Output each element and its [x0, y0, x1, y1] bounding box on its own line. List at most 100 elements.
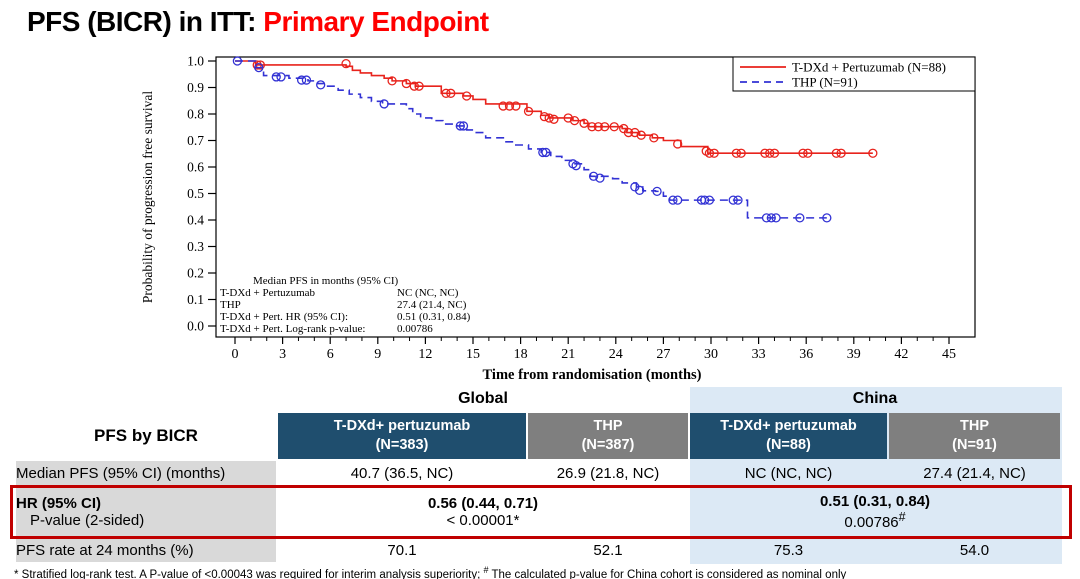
censor-mark [836, 148, 846, 158]
group-header-global: Global [458, 390, 508, 407]
censor-mark [673, 195, 683, 205]
svg-text:1.0: 1.0 [187, 54, 204, 69]
censor-mark [769, 148, 780, 158]
median-china-thp: 27.4 (21.4, NC) [923, 465, 1026, 482]
svg-text:39: 39 [847, 347, 861, 362]
svg-text:3: 3 [279, 347, 286, 362]
censor-mark [462, 91, 472, 101]
censor-mark [414, 81, 424, 91]
censor-mark [609, 122, 619, 132]
censor-mark [593, 122, 603, 132]
svg-text:0.4: 0.4 [187, 213, 204, 228]
censor-mark [803, 148, 813, 158]
km-chart: 0.0 0.1 0.2 0.3 0.4 0.5 0.6 0.7 0.8 0.9 1.0 Probabi… [140, 54, 976, 383]
page-title: PFS (BICR) in ITT: Primary Endpoint [27, 6, 489, 38]
censor-mark [569, 115, 580, 126]
censor-mark [700, 195, 710, 205]
censor-mark [704, 195, 715, 205]
svg-text:0.00786: 0.00786 [397, 323, 433, 335]
km-chart-area: 0.0 0.1 0.2 0.3 0.4 0.5 0.6 0.7 0.8 0.9 1.0 Probabi… [130, 44, 990, 386]
svg-text:T-DXd + Pert. Log-rank p-value: T-DXd + Pert. Log-rank p-value: [220, 323, 365, 335]
rate-global-tdxd: 70.1 [387, 541, 417, 559]
censor-mark [523, 106, 534, 116]
censor-mark [634, 185, 645, 195]
censor-mark [446, 88, 456, 98]
svg-text:0.6: 0.6 [187, 160, 204, 175]
censor-mark [549, 114, 559, 124]
censor-mark [563, 113, 573, 123]
hr-china: 0.51 (0.31, 0.84) 0.00786# [690, 488, 1060, 536]
hr-global: 0.56 (0.44, 0.71) < 0.00001* [278, 488, 688, 536]
row-hr-label: HR (95% CI) P-value (2-sided) [16, 488, 276, 536]
censor-mark [652, 186, 662, 197]
y-axis: 0.0 0.1 0.2 0.3 0.4 0.5 0.6 0.7 0.8 0.9 1.0 Probabi… [140, 54, 216, 334]
censor-mark [600, 122, 610, 132]
censor-mark [379, 99, 389, 109]
censor-mark [538, 147, 548, 158]
corner-empty-cell [16, 387, 276, 411]
censor-mark [736, 148, 746, 158]
censor-mark [766, 213, 776, 223]
censor-mark [636, 130, 646, 140]
censor-mark [579, 118, 589, 128]
rate-china-thp: 54.0 [959, 541, 990, 559]
svg-text:Median PFS in months (95% CI): Median PFS in months (95% CI) [253, 275, 398, 287]
censor-mark [504, 101, 515, 111]
svg-text:0.7: 0.7 [187, 133, 204, 148]
svg-text:0.8: 0.8 [187, 107, 204, 122]
censor-mark [761, 213, 772, 223]
median-china-tdxd: NC (NC, NC) [744, 465, 833, 482]
censor-mark [822, 213, 832, 223]
svg-text:T-DXd + Pertuzumab: T-DXd + Pertuzumab [220, 287, 316, 299]
censor-mark [254, 62, 264, 73]
svg-text:36: 36 [799, 347, 813, 362]
censor-mark [458, 121, 469, 131]
hr-global-value: 0.56 (0.44, 0.71) [427, 495, 539, 512]
median-global-tdxd: 40.7 (36.5, NC) [350, 465, 454, 482]
censor-mark [798, 148, 808, 158]
svg-text:0.3: 0.3 [187, 239, 204, 254]
censor-mark [765, 148, 775, 158]
footnote: * Stratified log-rank test. A P-value of… [14, 565, 847, 579]
censor-mark [595, 173, 605, 183]
row-median-label: Median PFS (95% CI) (months) [16, 461, 276, 486]
svg-text:0.9: 0.9 [187, 80, 204, 95]
svg-text:12: 12 [418, 347, 432, 362]
censor-mark [733, 195, 743, 205]
censor-mark [387, 76, 397, 86]
rate-china-tdxd: 75.3 [773, 541, 804, 559]
plot-frame [215, 56, 976, 338]
svg-text:0.51 (0.31, 0.84): 0.51 (0.31, 0.84) [397, 311, 471, 323]
censor-mark [673, 139, 683, 149]
col-header-global-thp: THP (N=387) [528, 413, 688, 459]
censor-mark [668, 195, 678, 205]
censor-mark [276, 72, 286, 82]
censor-mark [731, 148, 742, 158]
svg-text:0.2: 0.2 [187, 266, 204, 281]
col-header-global-tdxd: T-DXd+ pertuzumab (N=383) [278, 413, 526, 459]
censor-mark [588, 171, 599, 181]
svg-text:0: 0 [232, 347, 239, 362]
censor-mark [511, 101, 521, 111]
legend-label: T-DXd + Pertuzumab (N=88) [792, 60, 946, 75]
legend-label: THP (N=91) [792, 75, 858, 90]
censor-mark [587, 122, 597, 132]
censor-mark [409, 81, 419, 91]
svg-text:0.0: 0.0 [187, 319, 204, 334]
svg-text:45: 45 [942, 347, 956, 362]
censor-mark [571, 161, 581, 171]
censor-mark [649, 133, 659, 143]
svg-text:24: 24 [609, 347, 623, 362]
row-rate-label: PFS rate at 24 months (%) [16, 538, 276, 562]
svg-text:NC (NC, NC): NC (NC, NC) [397, 287, 459, 299]
censor-mark [704, 148, 715, 158]
corner-label: PFS by BICR [94, 426, 198, 445]
hr-china-value: 0.51 (0.31, 0.84) [819, 493, 931, 510]
censor-mark [771, 213, 781, 223]
censor-mark [316, 80, 326, 90]
svg-text:T-DXd + Pert. HR (95% CI):: T-DXd + Pert. HR (95% CI): [220, 311, 348, 323]
col-header-china-thp: THP (N=91) [889, 413, 1061, 459]
rate-global-thp: 52.1 [593, 541, 623, 559]
